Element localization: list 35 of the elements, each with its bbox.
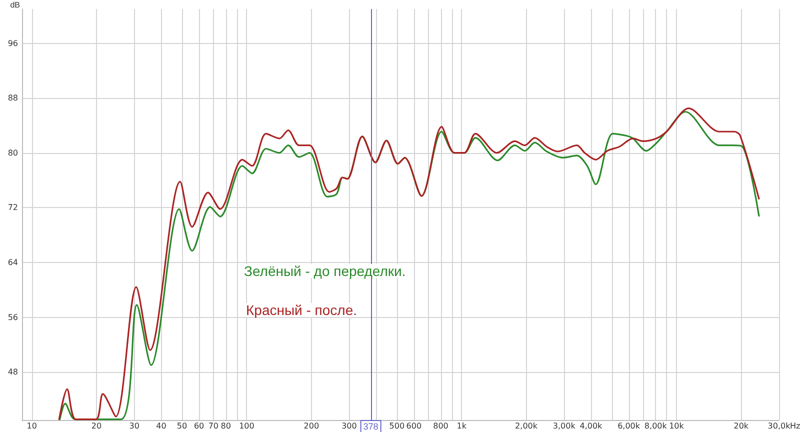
- ref-line-label: 378: [363, 422, 378, 432]
- y-tick-label: 80: [8, 148, 18, 158]
- x-tick-label: 10k: [669, 422, 684, 430]
- x-tick-label: 200: [304, 422, 320, 430]
- x-tick-label: 10: [26, 422, 37, 430]
- x-tick-label: 60: [194, 422, 204, 430]
- y-tick-label: 72: [8, 203, 18, 212]
- y-tick-label: 64: [8, 258, 18, 267]
- x-tick-label: 4,00k: [580, 422, 603, 430]
- y-tick-label: 56: [8, 312, 18, 322]
- x-tick-label: 8,00k: [644, 422, 668, 430]
- annotation: Зелёный - до переделки.: [244, 263, 406, 279]
- x-tick-label: 300: [342, 422, 357, 430]
- x-tick-label: 600: [406, 422, 422, 430]
- x-tick-label: 20: [91, 422, 102, 430]
- y-axis-title: dB: [10, 0, 20, 10]
- x-tick-label: 40: [156, 422, 166, 430]
- x-tick-label: 6,00k: [618, 422, 640, 430]
- x-tick-label: 30: [129, 422, 140, 430]
- y-tick-label: 88: [8, 94, 18, 103]
- annotation: Красный - после.: [246, 302, 357, 318]
- x-tick-label: 80: [220, 422, 231, 430]
- y-tick-label: 96: [8, 38, 18, 48]
- y-tick-label: 48: [8, 368, 18, 377]
- x-tick-label: 500: [389, 422, 405, 430]
- x-tick-label: 3,00k: [552, 422, 576, 430]
- x-tick-label: 1k: [456, 422, 467, 430]
- x-tick-label: 800: [433, 422, 448, 430]
- x-tick-label: 100: [239, 422, 254, 430]
- x-axis-title: Hz: [790, 422, 800, 430]
- x-tick-label: 20k: [734, 422, 749, 430]
- x-tick-label: 70: [208, 422, 219, 430]
- x-tick-label: 2,00k: [515, 422, 538, 430]
- x-tick-label: 30,0k: [768, 422, 791, 430]
- x-tick-label: 50: [176, 422, 188, 430]
